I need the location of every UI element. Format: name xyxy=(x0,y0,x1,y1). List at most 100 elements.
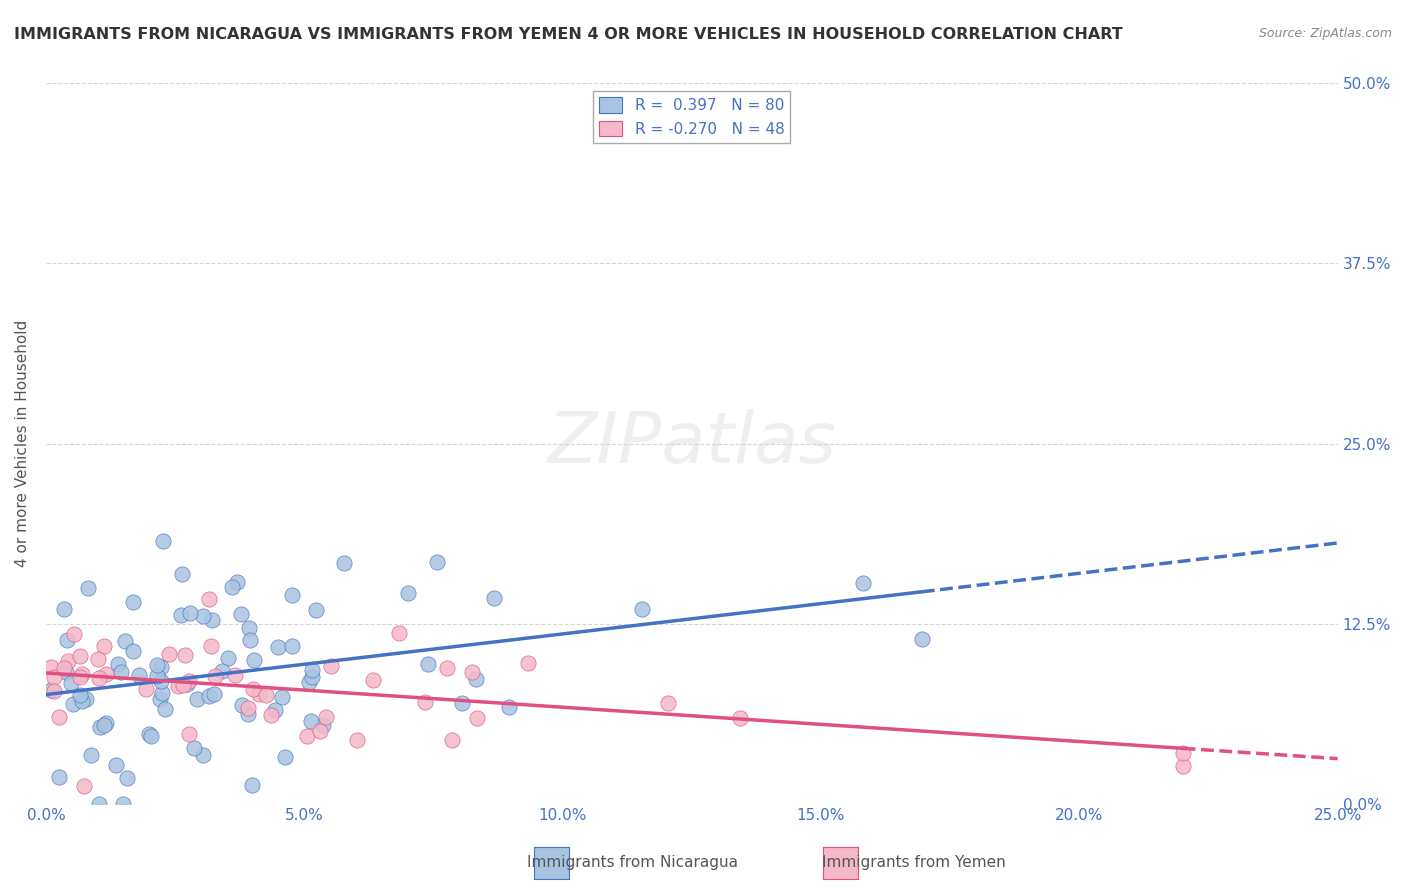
Point xyxy=(312,718,335,732)
Point xyxy=(149,660,172,674)
Point xyxy=(242,681,264,696)
Point xyxy=(39,682,62,697)
Point xyxy=(517,657,540,671)
Point xyxy=(39,660,62,674)
Point xyxy=(197,690,219,704)
Point xyxy=(224,668,246,682)
Point xyxy=(48,710,70,724)
Point xyxy=(333,556,356,570)
Text: ZIPatlas: ZIPatlas xyxy=(547,409,837,478)
Point xyxy=(146,658,169,673)
Point xyxy=(482,591,505,606)
Text: Immigrants from Nicaragua: Immigrants from Nicaragua xyxy=(527,855,738,870)
Point xyxy=(44,684,66,698)
Point xyxy=(75,691,97,706)
Point xyxy=(273,749,295,764)
Point xyxy=(149,674,172,689)
Point xyxy=(135,682,157,697)
Point xyxy=(73,779,96,793)
Point xyxy=(104,757,127,772)
Point xyxy=(52,661,75,675)
Point xyxy=(179,607,201,621)
Point xyxy=(229,607,252,622)
Point xyxy=(851,576,873,591)
Point xyxy=(911,632,934,646)
Point xyxy=(170,607,193,622)
Point xyxy=(461,665,484,679)
Point xyxy=(498,699,520,714)
Point xyxy=(254,688,277,702)
Point xyxy=(89,797,111,811)
Point xyxy=(631,602,654,616)
Text: IMMIGRANTS FROM NICARAGUA VS IMMIGRANTS FROM YEMEN 4 OR MORE VEHICLES IN HOUSEHO: IMMIGRANTS FROM NICARAGUA VS IMMIGRANTS … xyxy=(14,27,1123,42)
Point xyxy=(298,674,321,689)
Point xyxy=(728,711,751,725)
Point xyxy=(226,574,249,589)
Point xyxy=(52,602,75,616)
Point xyxy=(388,626,411,640)
Point xyxy=(93,717,115,731)
Point xyxy=(166,679,188,693)
Point xyxy=(186,692,208,706)
Point xyxy=(139,729,162,743)
Point xyxy=(396,586,419,600)
Point xyxy=(174,648,197,662)
Point xyxy=(138,727,160,741)
Point xyxy=(110,665,132,679)
Point xyxy=(211,664,233,678)
Point xyxy=(361,673,384,687)
Point xyxy=(89,671,111,685)
Point xyxy=(657,696,679,710)
Point xyxy=(42,670,65,684)
Point xyxy=(426,555,449,569)
Point xyxy=(179,727,201,741)
Text: Source: ZipAtlas.com: Source: ZipAtlas.com xyxy=(1258,27,1392,40)
Point xyxy=(62,698,84,712)
Point xyxy=(152,534,174,549)
Point xyxy=(239,632,262,647)
Point xyxy=(308,724,330,739)
Point xyxy=(301,663,323,677)
Point xyxy=(243,653,266,667)
Point xyxy=(94,716,117,731)
Point xyxy=(436,660,458,674)
Point xyxy=(450,697,472,711)
Point xyxy=(200,639,222,653)
Point xyxy=(69,670,91,684)
Point xyxy=(115,771,138,785)
Point xyxy=(281,588,304,602)
Point xyxy=(55,632,77,647)
Point xyxy=(70,666,93,681)
Point xyxy=(204,669,226,683)
Point xyxy=(107,657,129,672)
Point xyxy=(89,720,111,734)
Point xyxy=(267,640,290,654)
Point xyxy=(87,652,110,666)
Point xyxy=(263,703,285,717)
Point xyxy=(280,639,302,653)
Point xyxy=(221,580,243,594)
Point xyxy=(114,634,136,648)
Point xyxy=(305,603,328,617)
Point xyxy=(60,675,83,690)
Point xyxy=(79,747,101,762)
Point xyxy=(70,694,93,708)
Point xyxy=(231,698,253,713)
Point xyxy=(157,648,180,662)
Point xyxy=(1171,746,1194,760)
Text: Immigrants from Yemen: Immigrants from Yemen xyxy=(823,855,1005,870)
Point xyxy=(321,658,343,673)
Point xyxy=(63,627,86,641)
Point xyxy=(240,778,263,792)
Point xyxy=(247,687,270,701)
Y-axis label: 4 or more Vehicles in Household: 4 or more Vehicles in Household xyxy=(15,320,30,567)
Point xyxy=(236,707,259,722)
Point xyxy=(112,797,135,811)
Point xyxy=(176,677,198,691)
Point xyxy=(260,708,283,723)
Point xyxy=(121,595,143,609)
Point xyxy=(271,690,294,704)
Point xyxy=(416,657,439,671)
Point xyxy=(346,732,368,747)
Point xyxy=(295,729,318,743)
